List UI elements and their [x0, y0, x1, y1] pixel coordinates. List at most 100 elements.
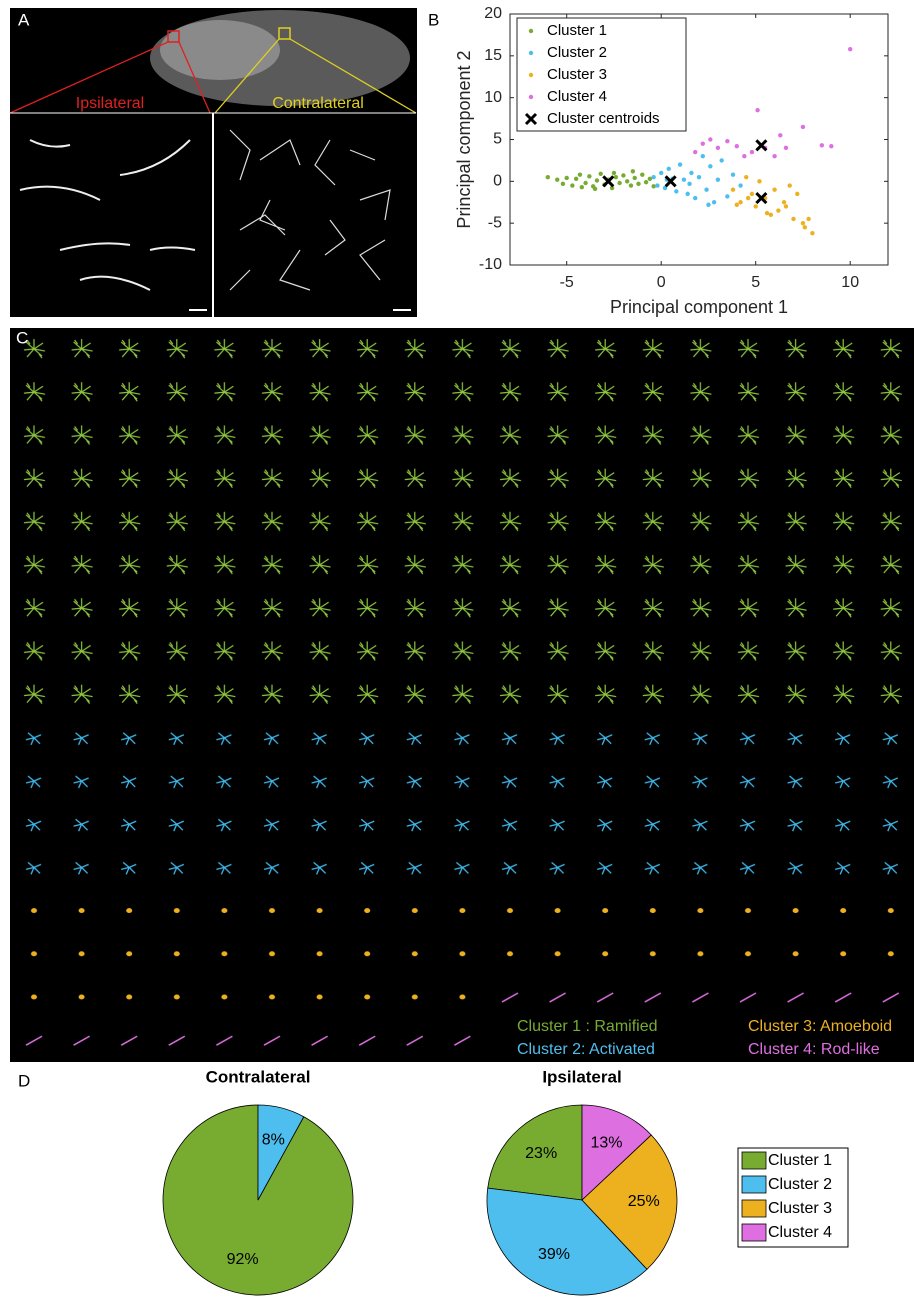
pie-label: 39% — [538, 1246, 570, 1263]
point — [621, 173, 626, 178]
point — [570, 183, 575, 188]
point — [696, 174, 702, 180]
point — [744, 174, 749, 180]
point — [693, 195, 698, 201]
point — [643, 179, 649, 185]
panel-label: B — [428, 10, 439, 29]
point — [725, 138, 730, 144]
contralateral-label: Contralateral — [272, 95, 364, 112]
point — [560, 181, 566, 187]
point — [810, 231, 815, 236]
point — [749, 191, 755, 197]
legend-swatch — [741, 1223, 767, 1242]
point — [725, 194, 730, 199]
legend-label: Cluster 2 — [768, 1176, 832, 1193]
point — [749, 149, 755, 155]
x-tick-label: 0 — [657, 274, 666, 291]
centroid — [602, 175, 615, 188]
pie-slice — [257, 1104, 305, 1201]
point — [783, 145, 789, 151]
pie-slice — [581, 1104, 652, 1201]
point — [687, 181, 692, 187]
pie-slice — [487, 1104, 583, 1201]
point — [708, 137, 713, 142]
point — [681, 177, 687, 182]
point — [829, 143, 834, 149]
point — [640, 172, 645, 177]
point — [611, 170, 617, 176]
legend-label: Cluster 4 — [768, 1224, 832, 1241]
pie-label: 13% — [591, 1135, 623, 1152]
point — [753, 204, 758, 209]
point — [764, 210, 770, 216]
point — [613, 174, 619, 180]
centroid — [664, 175, 677, 188]
pie-slice — [581, 1134, 678, 1270]
y-tick-label: 20 — [484, 5, 502, 22]
point — [745, 195, 751, 201]
point — [776, 208, 781, 213]
point — [579, 184, 585, 190]
point — [662, 185, 668, 191]
point — [711, 200, 717, 205]
y-axis-label: Principal component 2 — [454, 50, 474, 228]
point — [598, 171, 603, 177]
point — [693, 149, 698, 155]
legend-label: Cluster 1 — [768, 1152, 832, 1169]
panel-label: D — [18, 1071, 30, 1090]
legend-label: Cluster 3 — [547, 66, 607, 83]
point — [719, 158, 724, 163]
x-tick-label: 5 — [751, 274, 760, 291]
point — [783, 204, 789, 209]
point — [577, 172, 583, 177]
legend-label: Cluster 1 — [547, 22, 607, 39]
point — [628, 183, 634, 188]
point — [778, 133, 783, 138]
zoom-lines-contra — [214, 38, 417, 114]
panel-label: C — [16, 328, 28, 347]
point — [738, 200, 743, 205]
legend-box — [516, 17, 687, 132]
cluster-description: Cluster 2: Activated — [517, 1041, 655, 1058]
point — [674, 189, 679, 194]
ramified-cells — [10, 328, 914, 717]
contra-cells — [229, 129, 391, 291]
panel-label: A — [18, 10, 30, 29]
legend-swatch — [741, 1199, 767, 1218]
point — [772, 154, 777, 159]
y-tick-label: 5 — [493, 131, 502, 148]
point — [800, 220, 806, 226]
point — [630, 169, 636, 174]
point — [689, 170, 694, 176]
point — [564, 175, 569, 181]
point — [757, 179, 762, 184]
y-tick-label: 0 — [493, 173, 502, 190]
point — [787, 183, 792, 188]
legend-marker — [528, 72, 534, 78]
point — [704, 187, 709, 192]
point — [795, 191, 800, 197]
legend-label: Cluster 4 — [547, 88, 607, 105]
point — [742, 154, 747, 159]
x-axis-label: Principal component 1 — [610, 297, 788, 317]
legend-marker — [528, 50, 534, 56]
amoeboid-cells — [10, 977, 486, 1020]
cluster-description: Cluster 4: Rod-like — [748, 1041, 880, 1058]
point — [583, 180, 588, 186]
x-tick-label: -5 — [560, 274, 574, 291]
point — [555, 177, 560, 182]
cluster-description: Cluster 1 : Ramified — [517, 1018, 658, 1035]
point — [848, 46, 853, 52]
point — [666, 166, 671, 171]
point — [624, 179, 630, 184]
legend-swatch — [741, 1151, 767, 1170]
y-tick-label: 15 — [484, 47, 502, 64]
point — [715, 177, 721, 182]
rod-cells — [10, 1020, 486, 1062]
point — [706, 202, 711, 207]
point — [730, 172, 736, 177]
point — [636, 181, 641, 187]
legend-label: Cluster centroids — [547, 110, 660, 127]
pie-label: 23% — [525, 1145, 557, 1162]
